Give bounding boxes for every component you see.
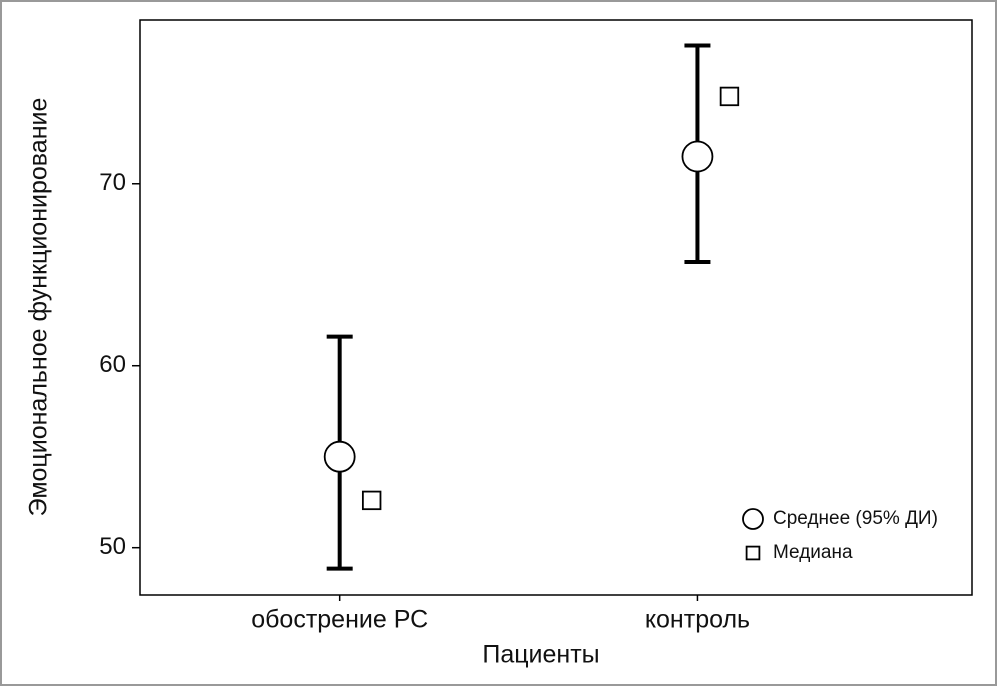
x-tick-label: обострение РС [251,606,428,634]
x-axis-label: Пациенты [482,641,599,669]
mean-marker [323,440,356,473]
plot-area [139,19,973,596]
y-tick-label: 50 [99,533,126,560]
y-tick-label: 60 [99,351,126,378]
median-marker [719,86,740,107]
legend-marker [742,508,764,530]
x-tick-label: контроль [645,606,750,634]
y-tick-label: 70 [99,169,126,196]
legend-label: Медиана [773,542,853,563]
legend-label: Среднее (95% ДИ) [773,508,938,529]
y-axis-label: Эмоциональное функционирование [25,98,53,517]
median-marker [361,490,382,511]
mean-marker [681,140,714,173]
legend-marker [745,545,761,561]
